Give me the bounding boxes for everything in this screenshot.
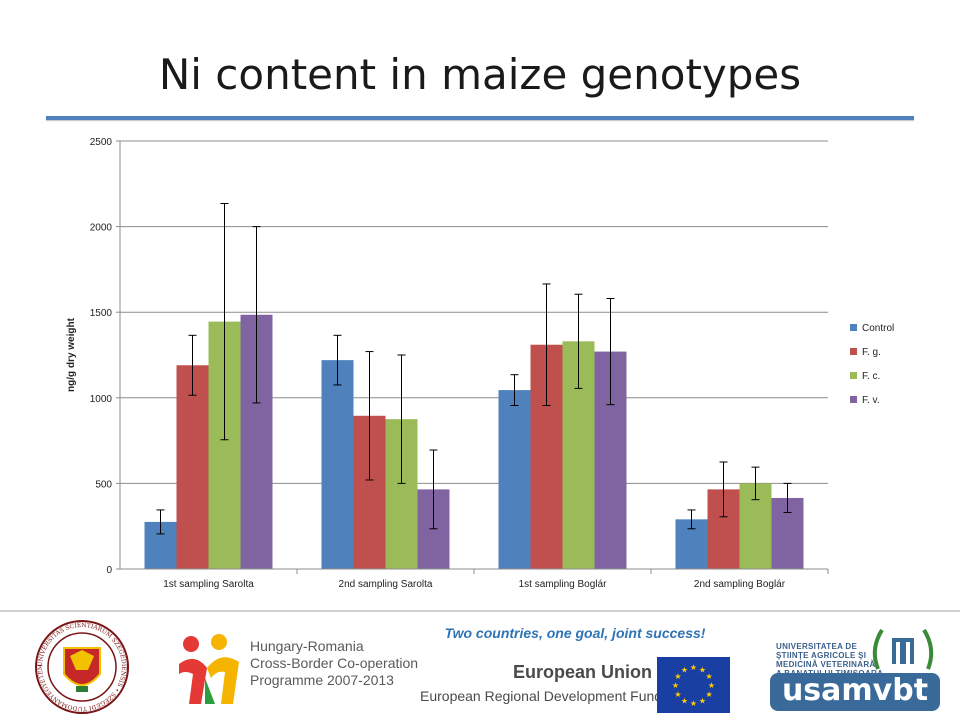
chart-legend: Control F. g. F. c. F. v. [850, 323, 894, 406]
legend-swatch [850, 372, 857, 379]
bar [498, 390, 531, 569]
y-tick-label: 1500 [90, 308, 113, 319]
eu-star: ★ [674, 690, 681, 699]
bar-chart: 0 500 1000 1500 2000 2500 1st sampling Sarolta… [66, 137, 894, 590]
eu-star: ★ [706, 672, 713, 681]
x-tick-label: 1st sampling Boglár [519, 579, 607, 590]
footer-divider [0, 610, 960, 612]
eu-star: ★ [708, 681, 715, 690]
chart-axes: 0 500 1000 1500 2000 2500 1st sampling Sarolta… [90, 137, 829, 590]
legend-swatch [850, 324, 857, 331]
legend-swatch [850, 396, 857, 403]
usamvbt-emblem-icon [872, 628, 934, 670]
bar [321, 360, 354, 569]
usamvbt-line: MEDICINĂ VETERINARĂ [776, 660, 876, 669]
y-tick-label: 1000 [90, 394, 113, 405]
legend-label: F. v. [862, 395, 880, 406]
eu-star: ★ [681, 665, 688, 674]
usamvbt-line: ŞTIINŢE AGRICOLE ŞI [776, 651, 867, 660]
eu-star: ★ [699, 697, 706, 706]
y-tick-label: 2500 [90, 137, 113, 148]
slide-title: Ni content in maize genotypes [158, 50, 802, 99]
programme-line: Programme 2007-2013 [250, 672, 394, 688]
usamvbt-line: UNIVERSITATEA DE [776, 642, 858, 651]
legend-label: Control [862, 323, 894, 334]
legend-label: F. g. [862, 347, 881, 358]
usamvbt-wordmark: usamvbt [770, 673, 940, 711]
legend-swatch [850, 348, 857, 355]
eu-star: ★ [672, 681, 679, 690]
eu-star: ★ [690, 699, 697, 708]
eu-subtitle: European Regional Development Fund [420, 688, 663, 704]
x-tick-label: 1st sampling Sarolta [163, 579, 254, 590]
y-axis-label: ng/g dry weight [66, 317, 77, 392]
university-seal-logo: UNIVERSITAS SCIENTIARUM SZEGEDIENSIS • S… [16, 618, 129, 714]
x-tick-label: 2nd sampling Sarolta [339, 579, 433, 590]
eu-star: ★ [674, 672, 681, 681]
bar [176, 365, 209, 569]
eu-star: ★ [690, 663, 697, 672]
chart-bars [144, 314, 804, 569]
legend-label: F. c. [862, 371, 880, 382]
footer-slogan: Two countries, one goal, joint success! [444, 625, 706, 641]
eu-title: European Union [513, 662, 652, 682]
eu-flag-icon: ★ ★ ★ ★ ★ ★ ★ ★ ★ ★ ★ ★ [657, 657, 730, 713]
y-tick-label: 2000 [90, 223, 113, 234]
eu-star: ★ [706, 690, 713, 699]
y-tick-label: 0 [106, 565, 112, 576]
x-tick-label: 2nd sampling Boglár [694, 579, 786, 590]
programme-line: Cross-Border Co-operation [250, 655, 419, 671]
programme-text: Hungary-Romania Cross-Border Co-operatio… [250, 638, 418, 689]
eu-star: ★ [681, 697, 688, 706]
eu-star: ★ [699, 665, 706, 674]
programme-logo [179, 634, 239, 704]
y-tick-label: 500 [95, 479, 112, 490]
title-divider [46, 116, 914, 120]
programme-line: Hungary-Romania [250, 638, 364, 654]
chart-error-bars [156, 202, 792, 535]
